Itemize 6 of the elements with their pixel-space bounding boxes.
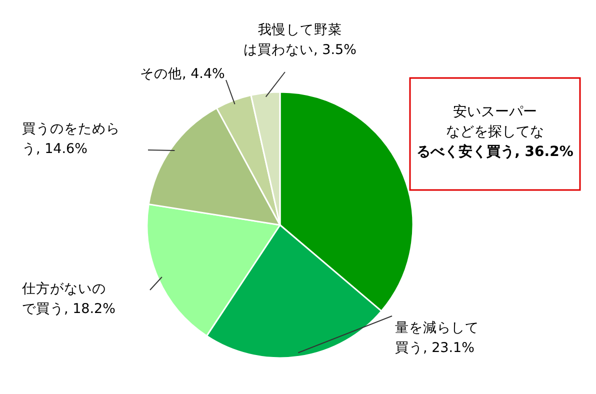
slice-label: 安いスーパーなどを探してなるべく安く買う, 36.2%: [416, 104, 574, 160]
slice-label: 我慢して野菜は買わない, 3.5%: [244, 22, 357, 58]
slice-label: 仕方がないので買う, 18.2%: [21, 281, 116, 317]
slice-label: 量を減らして買う, 23.1%: [395, 320, 479, 356]
slice-label: その他, 4.4%: [140, 66, 226, 82]
slice-label: 買うのをためらう, 14.6%: [22, 121, 120, 157]
